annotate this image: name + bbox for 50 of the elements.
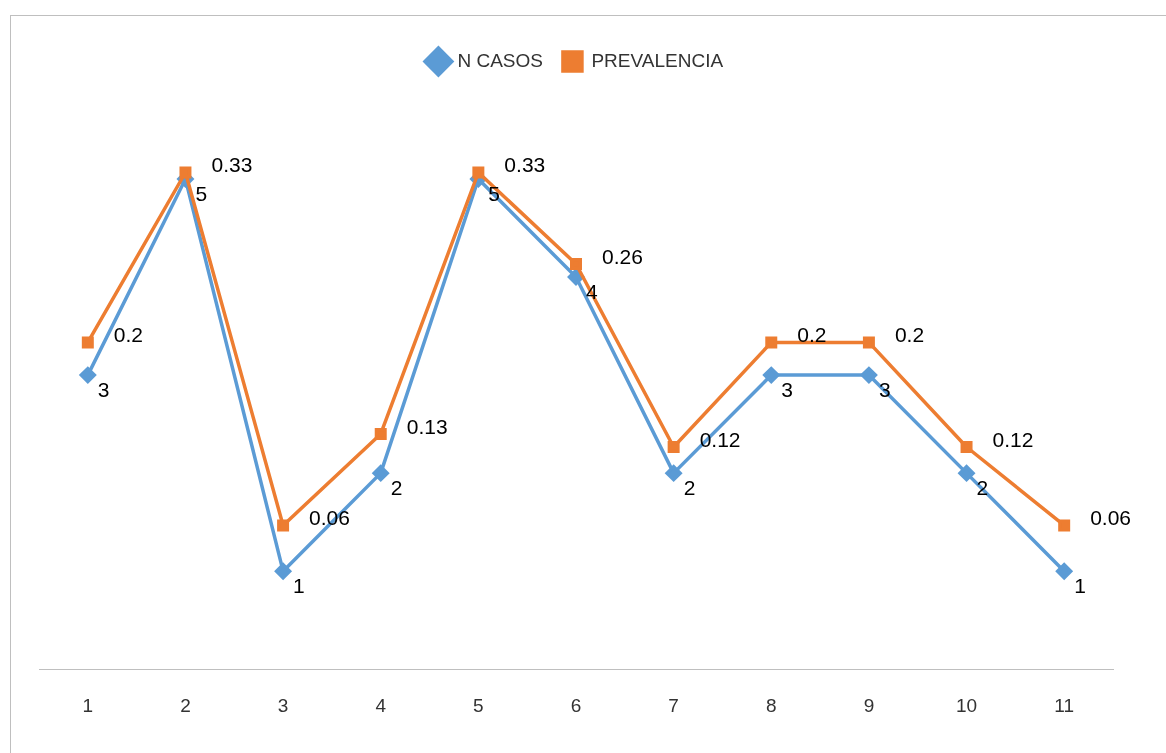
x-tick-label: 7 bbox=[668, 694, 679, 716]
data-label: 2 bbox=[683, 475, 696, 499]
x-tick-label: 3 bbox=[277, 694, 289, 716]
data-label: 0.2 bbox=[894, 323, 925, 347]
data-label: 1 bbox=[293, 573, 305, 597]
x-tick-label: 10 bbox=[955, 694, 978, 716]
data-label: 0.26 bbox=[602, 244, 643, 268]
point bbox=[960, 441, 973, 453]
data-label: 0.33 bbox=[211, 153, 253, 177]
point bbox=[860, 366, 878, 384]
data-label: 0.33 bbox=[504, 153, 546, 177]
data-label: 5 bbox=[195, 181, 208, 205]
point bbox=[79, 366, 97, 384]
point bbox=[567, 268, 585, 286]
point bbox=[179, 166, 192, 179]
point bbox=[763, 366, 780, 384]
x-tick-label: 9 bbox=[863, 694, 875, 716]
data-label: 1 bbox=[1074, 573, 1086, 597]
point bbox=[1058, 519, 1071, 532]
x-tick-label: 11 bbox=[1054, 694, 1075, 716]
point bbox=[277, 519, 290, 532]
point bbox=[765, 336, 778, 349]
data-label: 0.13 bbox=[406, 414, 448, 438]
point bbox=[374, 427, 387, 440]
x-tick-label: 6 bbox=[570, 694, 582, 716]
point bbox=[372, 464, 389, 482]
x-tick-label: 5 bbox=[473, 694, 484, 716]
data-label: 0.2 bbox=[797, 323, 827, 347]
point bbox=[570, 258, 582, 270]
data-label: 5 bbox=[488, 181, 501, 205]
point bbox=[958, 464, 975, 482]
point bbox=[81, 336, 94, 349]
point bbox=[667, 441, 680, 453]
data-label: 0.06 bbox=[1090, 506, 1132, 530]
point bbox=[472, 166, 485, 179]
data-label: 2 bbox=[390, 475, 403, 499]
legend-label: PREVALENCIA bbox=[591, 49, 724, 71]
x-tick-label: 1 bbox=[82, 694, 94, 716]
data-label: 0.2 bbox=[113, 323, 144, 347]
legend-label: N CASOS bbox=[457, 49, 543, 71]
point bbox=[1055, 562, 1073, 580]
data-label: 3 bbox=[97, 377, 110, 401]
point bbox=[665, 464, 682, 482]
data-label: 3 bbox=[781, 377, 793, 401]
x-tick-label: 8 bbox=[765, 694, 777, 716]
point bbox=[274, 562, 292, 580]
x-tick-label: 2 bbox=[180, 694, 191, 716]
data-label: 0.12 bbox=[992, 427, 1034, 451]
point bbox=[862, 336, 875, 349]
x-tick-label: 4 bbox=[375, 694, 387, 716]
